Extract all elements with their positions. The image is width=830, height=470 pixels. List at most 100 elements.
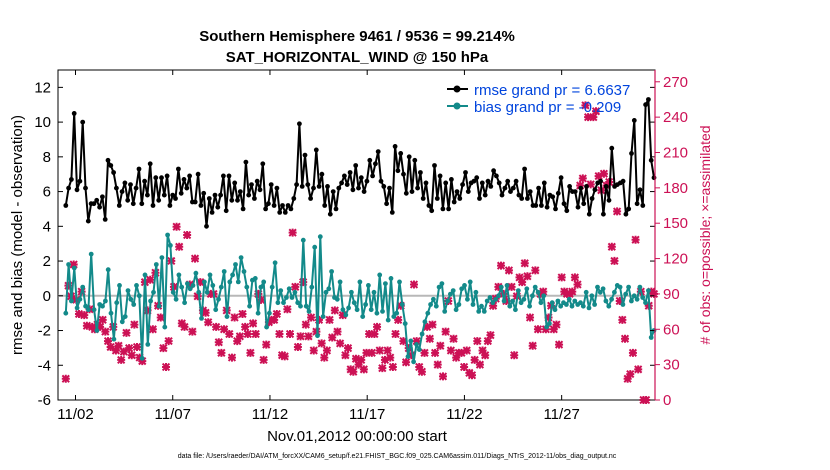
series-point bbox=[317, 234, 323, 240]
series-point bbox=[425, 310, 431, 316]
series-point bbox=[261, 279, 267, 285]
assimilated-marker bbox=[620, 334, 630, 343]
assimilated-marker bbox=[275, 329, 284, 339]
series-point bbox=[626, 284, 631, 290]
assimilated-marker bbox=[631, 235, 640, 244]
series-point bbox=[371, 289, 377, 295]
series-point bbox=[481, 309, 487, 314]
assimilated-marker bbox=[507, 282, 516, 291]
series-point bbox=[603, 184, 609, 189]
chart-title-line1: Southern Hemisphere 9461 / 9536 = 99.214… bbox=[199, 28, 515, 45]
series-point bbox=[508, 189, 513, 195]
series-point bbox=[575, 204, 581, 210]
series-point bbox=[572, 298, 578, 304]
series-point bbox=[66, 185, 71, 191]
assimilated-marker bbox=[130, 320, 139, 329]
series-point bbox=[553, 206, 558, 212]
series-point bbox=[637, 284, 643, 290]
series-point bbox=[71, 111, 77, 116]
series-point bbox=[136, 293, 142, 299]
series-point bbox=[237, 189, 243, 195]
assimilated-marker bbox=[246, 348, 255, 357]
series-point bbox=[403, 190, 409, 196]
assimilated-marker bbox=[496, 261, 506, 270]
series-point bbox=[584, 184, 589, 189]
assimilated-marker bbox=[634, 365, 643, 374]
series-point bbox=[510, 185, 516, 191]
series-point bbox=[505, 178, 511, 184]
assimilated-marker bbox=[370, 329, 379, 339]
series-point bbox=[601, 211, 606, 217]
series-point bbox=[339, 180, 344, 186]
assimilated-marker bbox=[238, 309, 247, 319]
assimilated-marker bbox=[193, 292, 202, 301]
series-point bbox=[463, 170, 468, 175]
assimilated-marker bbox=[175, 242, 184, 251]
series-point bbox=[620, 178, 626, 184]
assimilated-marker bbox=[554, 340, 564, 349]
series-point bbox=[443, 180, 449, 186]
series-point bbox=[164, 173, 170, 179]
series-point bbox=[297, 121, 302, 127]
series-point bbox=[433, 303, 439, 309]
series-point bbox=[405, 354, 411, 359]
assimilated-marker bbox=[372, 322, 382, 332]
series-point bbox=[496, 180, 502, 186]
series-point bbox=[564, 208, 570, 214]
assimilated-marker bbox=[399, 336, 408, 346]
assimilated-marker bbox=[615, 296, 624, 306]
series-point bbox=[295, 300, 301, 306]
series-point bbox=[83, 303, 88, 309]
assimilated-marker bbox=[449, 334, 458, 343]
assimilated-marker bbox=[333, 327, 342, 336]
legend-bias-label: bias grand pr = -0.209 bbox=[474, 99, 621, 116]
series-point bbox=[299, 184, 305, 189]
assimilated-marker bbox=[525, 313, 535, 322]
series-point bbox=[97, 204, 102, 210]
series-point bbox=[446, 206, 451, 212]
series-point bbox=[232, 180, 238, 186]
series-point bbox=[77, 178, 83, 184]
series-point bbox=[185, 281, 190, 286]
series-point bbox=[370, 173, 375, 179]
assimilated-marker bbox=[430, 348, 440, 357]
assimilated-marker bbox=[341, 351, 350, 360]
assimilated-marker bbox=[343, 344, 353, 353]
series-point bbox=[122, 314, 128, 319]
series-point bbox=[77, 296, 83, 302]
series-point bbox=[482, 192, 488, 198]
series-point bbox=[80, 284, 86, 290]
series-point bbox=[456, 302, 462, 307]
series-point bbox=[196, 289, 202, 295]
assimilated-marker bbox=[336, 339, 345, 348]
series-point bbox=[502, 185, 508, 191]
series-point bbox=[367, 157, 373, 163]
series-point bbox=[241, 269, 247, 274]
y2-tick-label: 0 bbox=[663, 392, 671, 409]
x-tick-label: 11/07 bbox=[155, 406, 191, 423]
series-point bbox=[552, 307, 558, 313]
series-point bbox=[346, 305, 351, 311]
series-point bbox=[114, 300, 120, 306]
series-point bbox=[391, 314, 397, 319]
series-point bbox=[471, 178, 477, 184]
series-point bbox=[541, 180, 547, 186]
assimilated-marker bbox=[515, 273, 524, 282]
assimilated-marker bbox=[328, 333, 337, 342]
footnote: data file: /Users/raeder/DAI/ATM_forcXX/… bbox=[178, 453, 617, 460]
series-point bbox=[490, 300, 496, 306]
series-point bbox=[399, 302, 405, 307]
assimilated-marker bbox=[106, 342, 115, 352]
assimilated-marker bbox=[539, 287, 548, 296]
series-point bbox=[125, 197, 131, 203]
assimilated-marker bbox=[64, 281, 73, 290]
series-point bbox=[337, 279, 343, 285]
series-point bbox=[308, 196, 313, 201]
assimilated-marker bbox=[114, 341, 123, 350]
series-point bbox=[122, 180, 128, 186]
assimilated-marker bbox=[293, 342, 303, 352]
assimilated-marker bbox=[320, 353, 329, 362]
series-point bbox=[617, 284, 623, 290]
series-point bbox=[637, 187, 643, 193]
